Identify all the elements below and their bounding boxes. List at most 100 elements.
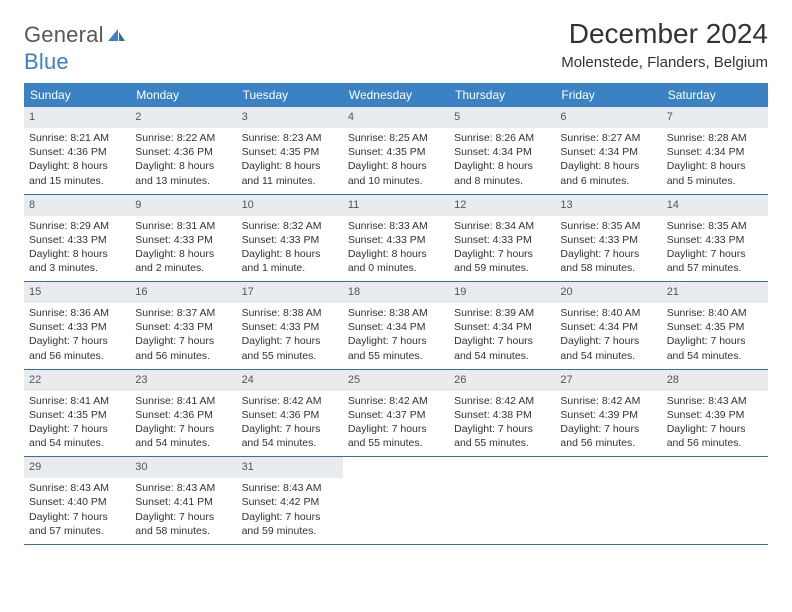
day-details: Sunrise: 8:42 AMSunset: 4:39 PMDaylight:…	[559, 394, 657, 451]
title-block: December 2024 Molenstede, Flanders, Belg…	[561, 18, 768, 71]
day-line-d1: Daylight: 7 hours	[667, 334, 763, 348]
day-number: 22	[24, 370, 130, 391]
day-line-ss: Sunset: 4:36 PM	[29, 145, 125, 159]
day-line-d2: and 0 minutes.	[348, 261, 444, 275]
day-line-d1: Daylight: 7 hours	[242, 510, 338, 524]
day-line-sr: Sunrise: 8:26 AM	[454, 131, 550, 145]
day-line-d1: Daylight: 8 hours	[348, 159, 444, 173]
day-number: 17	[237, 282, 343, 303]
day-line-d1: Daylight: 7 hours	[348, 422, 444, 436]
day-details: Sunrise: 8:43 AMSunset: 4:39 PMDaylight:…	[666, 394, 764, 451]
day-number: 4	[343, 107, 449, 128]
day-cell: 5Sunrise: 8:26 AMSunset: 4:34 PMDaylight…	[449, 107, 555, 194]
day-number: 13	[555, 195, 661, 216]
day-line-d1: Daylight: 8 hours	[135, 159, 231, 173]
day-line-d2: and 15 minutes.	[29, 174, 125, 188]
day-line-ss: Sunset: 4:35 PM	[29, 408, 125, 422]
day-details: Sunrise: 8:31 AMSunset: 4:33 PMDaylight:…	[134, 219, 232, 276]
day-cell	[555, 457, 661, 544]
day-line-ss: Sunset: 4:34 PM	[454, 320, 550, 334]
day-line-d2: and 8 minutes.	[454, 174, 550, 188]
day-cell: 24Sunrise: 8:42 AMSunset: 4:36 PMDayligh…	[237, 370, 343, 457]
day-line-ss: Sunset: 4:38 PM	[454, 408, 550, 422]
dow-cell: Monday	[130, 83, 236, 107]
day-line-d2: and 56 minutes.	[560, 436, 656, 450]
day-cell: 15 Sunrise: 8:36 AMSunset: 4:33 PMDayligh…	[24, 282, 130, 369]
day-line-sr: Sunrise: 8:42 AM	[560, 394, 656, 408]
day-line-ss: Sunset: 4:41 PM	[135, 495, 231, 509]
day-line-sr: Sunrise: 8:21 AM	[29, 131, 125, 145]
day-line-sr: Sunrise: 8:39 AM	[454, 306, 550, 320]
day-line-sr: Sunrise: 8:22 AM	[135, 131, 231, 145]
day-line-d2: and 54 minutes.	[667, 349, 763, 363]
day-line-sr: Sunrise: 8:25 AM	[348, 131, 444, 145]
day-line-ss: Sunset: 4:34 PM	[560, 145, 656, 159]
day-of-week-header: SundayMondayTuesdayWednesdayThursdayFrid…	[24, 83, 768, 107]
day-number: 20	[555, 282, 661, 303]
day-line-sr: Sunrise: 8:38 AM	[348, 306, 444, 320]
day-line-d1: Daylight: 8 hours	[560, 159, 656, 173]
day-line-d2: and 54 minutes.	[29, 436, 125, 450]
day-cell: 27Sunrise: 8:42 AMSunset: 4:39 PMDayligh…	[555, 370, 661, 457]
day-details: Sunrise: 8:36 AMSunset: 4:33 PMDaylight:…	[28, 306, 126, 363]
day-number: 29	[24, 457, 130, 478]
day-details: Sunrise: 8:33 AMSunset: 4:33 PMDaylight:…	[347, 219, 445, 276]
day-line-d1: Daylight: 7 hours	[454, 422, 550, 436]
day-line-sr: Sunrise: 8:23 AM	[242, 131, 338, 145]
day-line-d1: Daylight: 7 hours	[242, 334, 338, 348]
week-row: 15 Sunrise: 8:36 AMSunset: 4:33 PMDayligh…	[24, 282, 768, 370]
day-line-d1: Daylight: 7 hours	[560, 334, 656, 348]
day-line-sr: Sunrise: 8:43 AM	[667, 394, 763, 408]
day-line-d2: and 57 minutes.	[29, 524, 125, 538]
day-line-d1: Daylight: 7 hours	[135, 422, 231, 436]
day-line-d1: Daylight: 7 hours	[454, 247, 550, 261]
day-line-d2: and 5 minutes.	[667, 174, 763, 188]
day-line-d1: Daylight: 7 hours	[135, 334, 231, 348]
day-cell: 17Sunrise: 8:38 AMSunset: 4:33 PMDayligh…	[237, 282, 343, 369]
day-number: 3	[237, 107, 343, 128]
day-cell: 29Sunrise: 8:43 AMSunset: 4:40 PMDayligh…	[24, 457, 130, 544]
day-cell: 20Sunrise: 8:40 AMSunset: 4:34 PMDayligh…	[555, 282, 661, 369]
month-title: December 2024	[561, 18, 768, 50]
day-cell: 9 Sunrise: 8:31 AMSunset: 4:33 PMDaylight…	[130, 195, 236, 282]
day-line-d2: and 54 minutes.	[560, 349, 656, 363]
day-cell	[662, 457, 768, 544]
day-line-ss: Sunset: 4:33 PM	[135, 233, 231, 247]
day-cell: 8Sunrise: 8:29 AMSunset: 4:33 PMDaylight…	[24, 195, 130, 282]
calendar-page: GeneralBlue December 2024 Molenstede, Fl…	[0, 0, 792, 555]
day-line-d1: Daylight: 8 hours	[667, 159, 763, 173]
day-number: 23	[130, 370, 236, 391]
day-line-ss: Sunset: 4:34 PM	[348, 320, 444, 334]
dow-cell: Sunday	[24, 83, 130, 107]
dow-cell: Friday	[555, 83, 661, 107]
day-line-ss: Sunset: 4:33 PM	[560, 233, 656, 247]
day-line-ss: Sunset: 4:33 PM	[454, 233, 550, 247]
dow-cell: Saturday	[662, 83, 768, 107]
day-line-d1: Daylight: 8 hours	[454, 159, 550, 173]
day-line-d2: and 1 minute.	[242, 261, 338, 275]
day-line-sr: Sunrise: 8:29 AM	[29, 219, 125, 233]
day-cell: 21Sunrise: 8:40 AMSunset: 4:35 PMDayligh…	[662, 282, 768, 369]
day-cell: 18Sunrise: 8:38 AMSunset: 4:34 PMDayligh…	[343, 282, 449, 369]
day-details: Sunrise: 8:29 AMSunset: 4:33 PMDaylight:…	[28, 219, 126, 276]
week-row: 1Sunrise: 8:21 AMSunset: 4:36 PMDaylight…	[24, 107, 768, 195]
day-cell: 28Sunrise: 8:43 AMSunset: 4:39 PMDayligh…	[662, 370, 768, 457]
day-details: Sunrise: 8:42 AMSunset: 4:37 PMDaylight:…	[347, 394, 445, 451]
day-line-sr: Sunrise: 8:27 AM	[560, 131, 656, 145]
day-number: 9	[130, 195, 236, 216]
day-line-sr: Sunrise: 8:42 AM	[348, 394, 444, 408]
day-details: Sunrise: 8:40 AMSunset: 4:35 PMDaylight:…	[666, 306, 764, 363]
day-line-sr: Sunrise: 8:43 AM	[242, 481, 338, 495]
day-line-ss: Sunset: 4:39 PM	[560, 408, 656, 422]
day-line-d2: and 54 minutes.	[242, 436, 338, 450]
logo-text-blue: Blue	[24, 49, 69, 74]
day-line-d2: and 55 minutes.	[348, 349, 444, 363]
day-line-d2: and 59 minutes.	[242, 524, 338, 538]
dow-cell: Thursday	[449, 83, 555, 107]
day-details: Sunrise: 8:25 AMSunset: 4:35 PMDaylight:…	[347, 131, 445, 188]
day-line-ss: Sunset: 4:33 PM	[242, 320, 338, 334]
day-number: 15	[24, 282, 130, 303]
day-cell: 26Sunrise: 8:42 AMSunset: 4:38 PMDayligh…	[449, 370, 555, 457]
day-details: Sunrise: 8:43 AMSunset: 4:41 PMDaylight:…	[134, 481, 232, 538]
day-line-d2: and 6 minutes.	[560, 174, 656, 188]
